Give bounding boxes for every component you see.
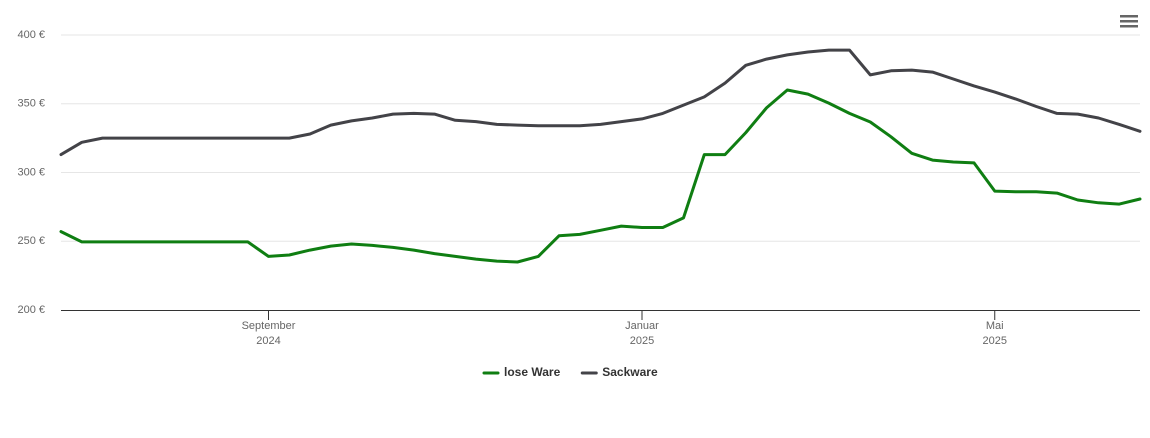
series-line — [59, 88, 1142, 264]
legend-text: Sackware — [602, 365, 658, 379]
x-tick-label-line: Januar — [625, 320, 659, 332]
x-tick-label-line: 2025 — [630, 335, 654, 347]
y-tick-label: 250 € — [17, 235, 45, 247]
x-tick-label-line: 2025 — [983, 335, 1007, 347]
y-tick-label: 350 € — [17, 98, 45, 110]
series-line — [59, 48, 1142, 157]
menu-button[interactable] — [1120, 15, 1138, 28]
x-tick-label: Mai 2025 — [983, 320, 1007, 347]
x-tick-label-line: September — [242, 320, 296, 332]
x-tick-label: Januar 2025 — [625, 320, 659, 347]
menu-bar — [1120, 25, 1138, 28]
y-tick-label: 300 € — [17, 166, 45, 178]
x-tick-label-line: 2024 — [256, 335, 280, 347]
legend-text: lose Ware — [504, 365, 561, 379]
x-tick-label: September 2024 — [242, 320, 296, 347]
menu-bar — [1120, 20, 1138, 23]
y-tick-label: 400 € — [17, 29, 45, 41]
x-tick-label-line: Mai — [986, 320, 1004, 332]
menu-bar — [1120, 15, 1138, 18]
y-tick-label: 200 € — [17, 304, 45, 316]
